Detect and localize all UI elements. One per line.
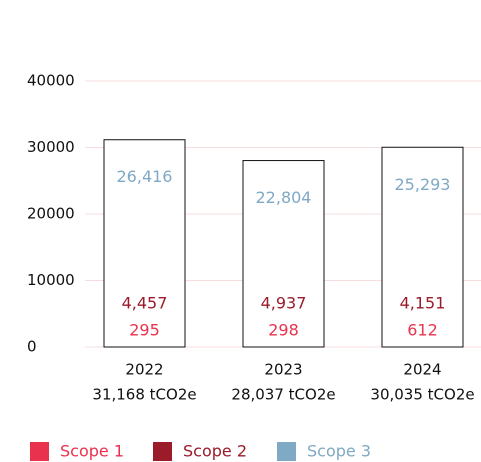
value-label: 22,804 <box>256 188 312 207</box>
legend-label: Scope 2 <box>183 442 247 461</box>
total-label: 28,037 tCO2e <box>231 386 335 404</box>
legend-swatch <box>30 442 49 461</box>
y-tick-label: 40000 <box>27 72 75 90</box>
y-tick-label: 0 <box>27 338 37 356</box>
bar-segment <box>243 160 324 313</box>
bar-segment <box>104 315 185 346</box>
bar-outline <box>381 146 464 348</box>
y-tick-label: 10000 <box>27 271 75 289</box>
value-label: 298 <box>268 321 299 340</box>
value-label: 295 <box>129 321 160 340</box>
value-label: 26,416 <box>117 167 173 186</box>
value-label: 4,937 <box>261 294 307 313</box>
bar-segment <box>382 315 463 343</box>
x-tick-label: 2022 <box>125 361 163 379</box>
bar-outline <box>242 160 325 348</box>
bar-segment <box>243 312 324 346</box>
legend-swatch <box>153 442 172 461</box>
total-label: 30,035 tCO2e <box>370 386 474 404</box>
y-tick-label: 20000 <box>27 205 75 223</box>
bar-segment <box>104 139 185 316</box>
value-label: 4,151 <box>400 294 446 313</box>
legend-label: Scope 1 <box>60 442 124 461</box>
total-label: 31,168 tCO2e <box>92 386 196 404</box>
y-tick-label: 30000 <box>27 138 75 156</box>
x-tick-label: 2023 <box>264 361 302 379</box>
bar-segment <box>104 345 185 347</box>
value-label: 612 <box>407 321 438 340</box>
bar-segment <box>382 147 463 316</box>
value-label: 25,293 <box>395 175 451 194</box>
value-label: 4,457 <box>122 294 168 313</box>
legend-label: Scope 3 <box>307 442 371 461</box>
bar-segment <box>382 342 463 347</box>
x-tick-label: 2024 <box>403 361 441 379</box>
bar-outline <box>103 139 186 348</box>
legend-swatch <box>277 442 296 461</box>
bar-segment <box>243 345 324 347</box>
